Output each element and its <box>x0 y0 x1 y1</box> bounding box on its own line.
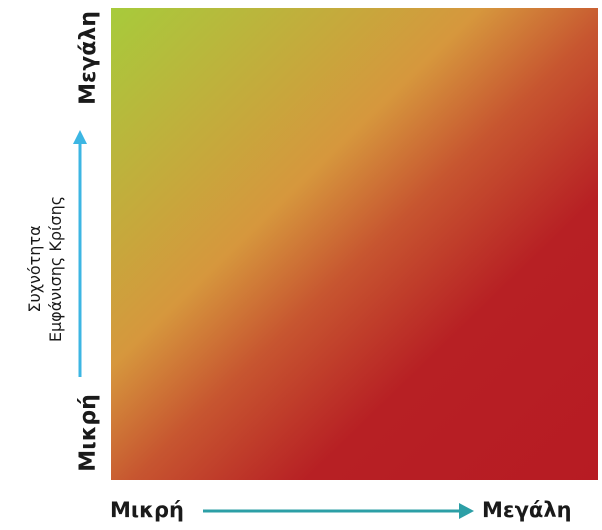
y-axis-caption-line2: Εμφάνισης Κρίσης <box>46 195 65 343</box>
x-axis-high-label: Μεγάλη <box>482 498 572 522</box>
y-axis-low-label: Μικρή <box>76 394 101 472</box>
y-axis-high-label: Μεγάλη <box>76 11 101 105</box>
risk-gradient-matrix <box>111 8 598 480</box>
x-axis-arrow-icon <box>203 503 474 519</box>
y-axis-arrow-icon <box>73 130 87 377</box>
x-axis-low-label: Μικρή <box>110 498 184 522</box>
y-axis-caption-line1: Συχνότητα <box>25 225 44 313</box>
y-axis-caption: Συχνότητα Εμφάνισης Κρίσης <box>24 184 66 354</box>
